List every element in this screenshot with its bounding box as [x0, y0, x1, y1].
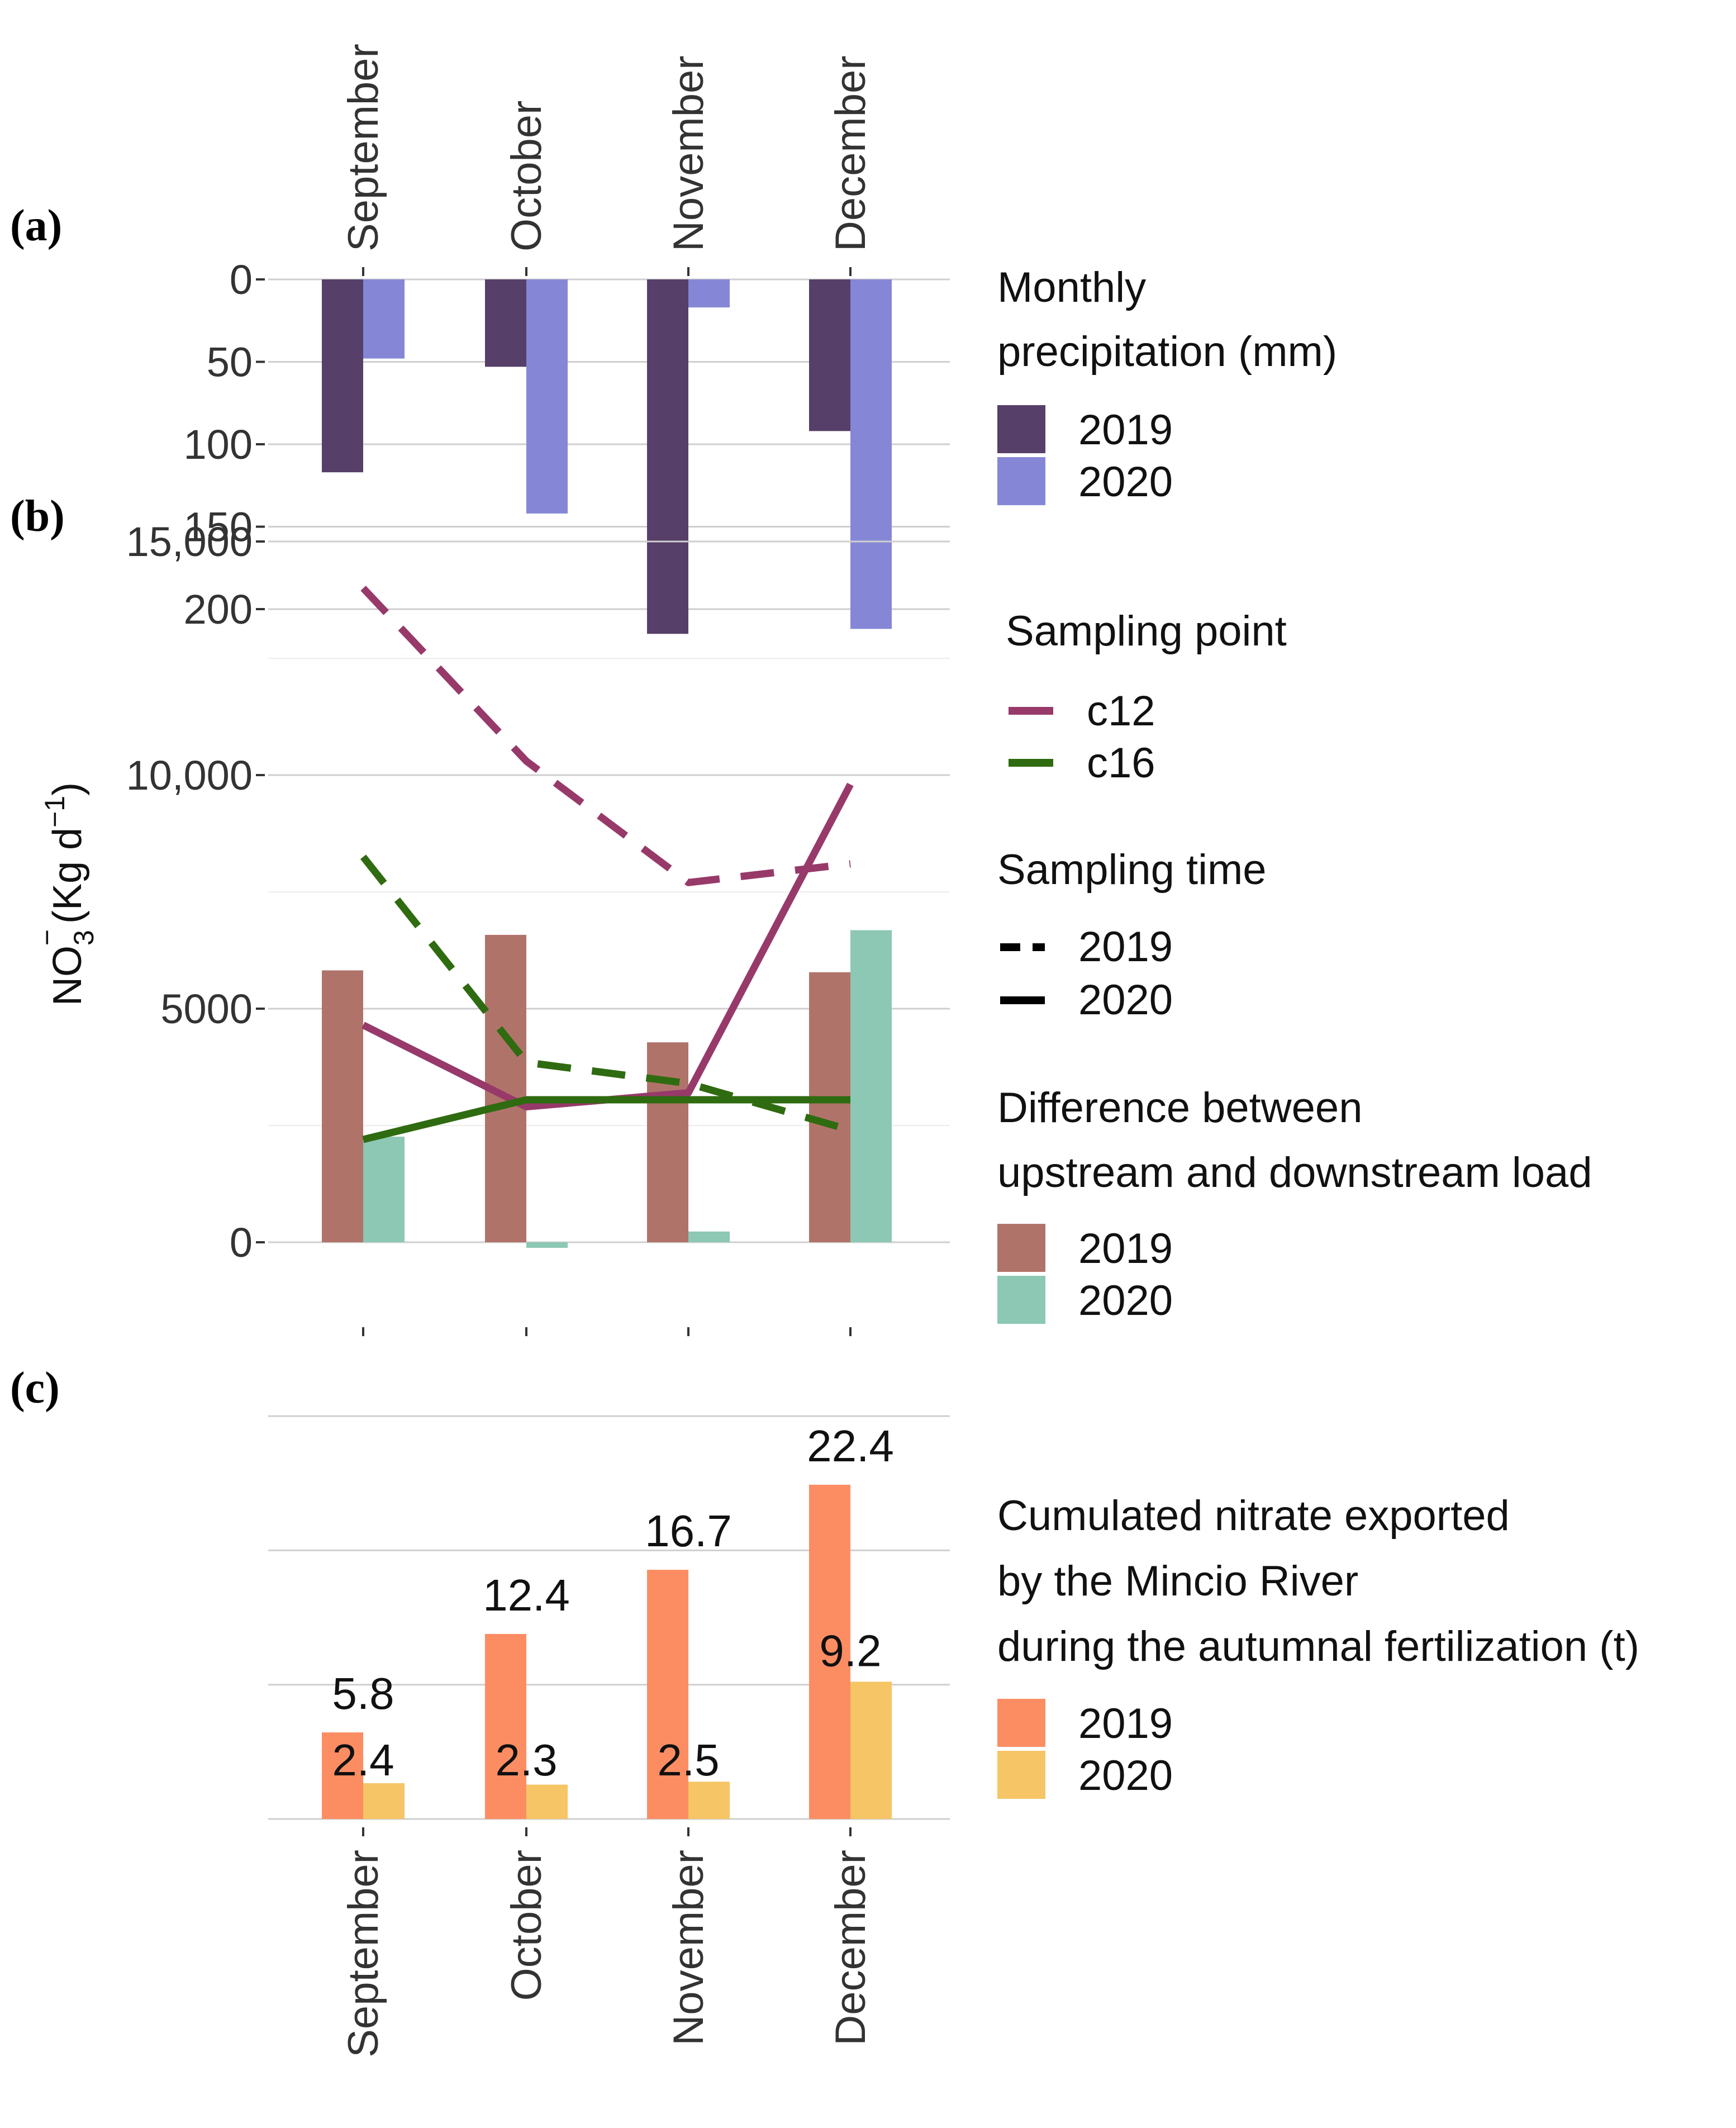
legend-a-title-line1: Monthly	[997, 264, 1146, 311]
legend-b-diff-title-line2: upstream and downstream load	[997, 1149, 1592, 1196]
c-bar-2020-october	[526, 1784, 568, 1819]
legend-c: Cumulated nitrate exported by the Mincio…	[997, 1492, 1639, 1799]
b-bar-diff-2020-september	[363, 1137, 405, 1242]
y-title-no: NO	[45, 946, 90, 1006]
y-title-superscript: −	[31, 929, 63, 946]
legend-b-diff-title-line1: Difference between	[997, 1084, 1362, 1132]
c-label-2019-december: 22.4	[807, 1421, 894, 1471]
top-month-label-september: September	[340, 44, 387, 251]
legend-c-label-2020: 2020	[1078, 1752, 1173, 1799]
c-label-2019-november: 16.7	[645, 1506, 732, 1556]
a-tick-label-50: 50	[207, 339, 253, 386]
c-label-2019-september: 5.8	[332, 1669, 394, 1718]
y-title-unit: (Kg d	[45, 828, 90, 924]
legend-c-label-2019: 2019	[1078, 1700, 1173, 1747]
b-bar-diff-2020-december	[850, 930, 892, 1242]
a-bar-2020-october	[526, 279, 568, 514]
legend-b-label-diff-2020: 2020	[1078, 1277, 1173, 1324]
a-bar-2019-october	[485, 279, 526, 367]
a-bar-2020-september	[363, 279, 405, 359]
c-bar-2020-december	[850, 1682, 892, 1819]
legend-b: Sampling point c12 c16 Sampling time 201…	[997, 607, 1592, 1324]
legend-c-title-line3: during the autumnal fertilization (t)	[997, 1623, 1639, 1670]
legend-a: Monthly precipitation (mm) 2019 2020	[997, 264, 1337, 506]
b-tick-label-5000: 5000	[160, 986, 253, 1032]
a-bar-2020-november	[688, 279, 730, 308]
legend-b-label-time-2020: 2020	[1078, 976, 1173, 1024]
a-bar-2019-november	[647, 279, 688, 634]
bottom-month-label-november: November	[665, 1850, 712, 2046]
top-month-label-november: November	[665, 55, 712, 251]
b-line-c16-2019	[360, 854, 852, 1134]
b-bar-diff-2019-november	[647, 1042, 688, 1242]
y-title-unit-superscript: −1	[39, 796, 70, 828]
panel-b-nitrate-load: 0 5000 10,000 15,000	[126, 519, 950, 1336]
b-tick-label-15000: 15,000	[126, 519, 253, 565]
c-label-2019-october: 12.4	[483, 1570, 570, 1620]
c-bar-2019-december	[809, 1484, 850, 1819]
c-label-2020-october: 2.3	[495, 1735, 557, 1785]
y-title-close: )	[45, 782, 90, 796]
legend-c-key-2020	[997, 1751, 1045, 1799]
b-bar-diff-2020-october	[526, 1242, 568, 1248]
c-bar-2019-november	[647, 1570, 688, 1819]
panel-b-y-axis-title: NO3− (Kg d−1)	[31, 782, 99, 1006]
legend-a-label-2019: 2019	[1078, 406, 1173, 454]
a-tick-label-150: 150	[184, 504, 253, 550]
bottom-month-label-october: October	[503, 1850, 550, 2001]
top-month-label-december: December	[827, 55, 874, 251]
c-bar-2019-september	[322, 1732, 363, 1819]
panel-label-a: (a)	[10, 201, 62, 250]
a-bar-2019-september	[322, 279, 363, 473]
legend-b-key-diff-2019	[997, 1224, 1045, 1272]
legend-b-label-diff-2019: 2019	[1078, 1225, 1173, 1272]
bottom-month-label-december: December	[827, 1850, 874, 2046]
c-label-2020-september: 2.4	[332, 1735, 394, 1785]
c-bar-2020-november	[688, 1782, 730, 1819]
c-bar-2019-october	[485, 1633, 526, 1819]
legend-b-time-title: Sampling time	[997, 846, 1267, 894]
panel-label-b: (b)	[10, 492, 65, 541]
legend-b-key-diff-2020	[997, 1276, 1045, 1324]
a-tick-label-100: 100	[184, 421, 253, 468]
b-bar-diff-2019-december	[809, 972, 850, 1242]
c-label-2020-december: 9.2	[819, 1626, 881, 1675]
b-bar-diff-2020-november	[688, 1231, 730, 1242]
legend-b-label-c16: c16	[1087, 739, 1155, 787]
panel-label-c: (c)	[10, 1364, 60, 1413]
legend-c-key-2019	[997, 1699, 1045, 1747]
panel-c-cumulated-nitrate: 5.8 12.4 16.7 22.4 2.4 2.3 2.5 9.2 September Octo…	[268, 1415, 950, 2058]
b-tick-label-0: 0	[230, 1219, 253, 1266]
c-bar-2020-september	[363, 1783, 405, 1819]
legend-a-label-2020: 2020	[1078, 458, 1173, 506]
b-tick-label-10000: 10,000	[126, 752, 253, 799]
legend-b-label-time-2019: 2019	[1078, 923, 1173, 971]
top-month-label-october: October	[503, 101, 550, 251]
legend-c-title-line2: by the Mincio River	[997, 1557, 1358, 1605]
b-line-c12-2019	[360, 586, 851, 886]
a-tick-label-0: 0	[230, 256, 253, 303]
c-label-2020-november: 2.5	[657, 1735, 719, 1785]
a-bar-2019-december	[809, 279, 850, 431]
legend-a-title-line2: precipitation (mm)	[997, 328, 1337, 376]
panel-a-precipitation: 0 50 100 150 200 September October November Dece…	[184, 44, 950, 634]
a-tick-label-200: 200	[184, 586, 253, 633]
legend-a-key-2019	[997, 405, 1045, 453]
legend-c-title-line1: Cumulated nitrate exported	[997, 1492, 1510, 1540]
b-line-c16-2020	[362, 1096, 850, 1143]
legend-a-key-2020	[997, 457, 1045, 505]
b-bar-diff-2019-september	[322, 970, 363, 1242]
bottom-month-label-september: September	[340, 1850, 387, 2058]
y-title-subscript: 3	[68, 930, 99, 946]
legend-b-point-title: Sampling point	[1006, 607, 1287, 655]
legend-b-label-c12: c12	[1087, 687, 1155, 735]
a-bar-2020-december	[850, 279, 892, 629]
